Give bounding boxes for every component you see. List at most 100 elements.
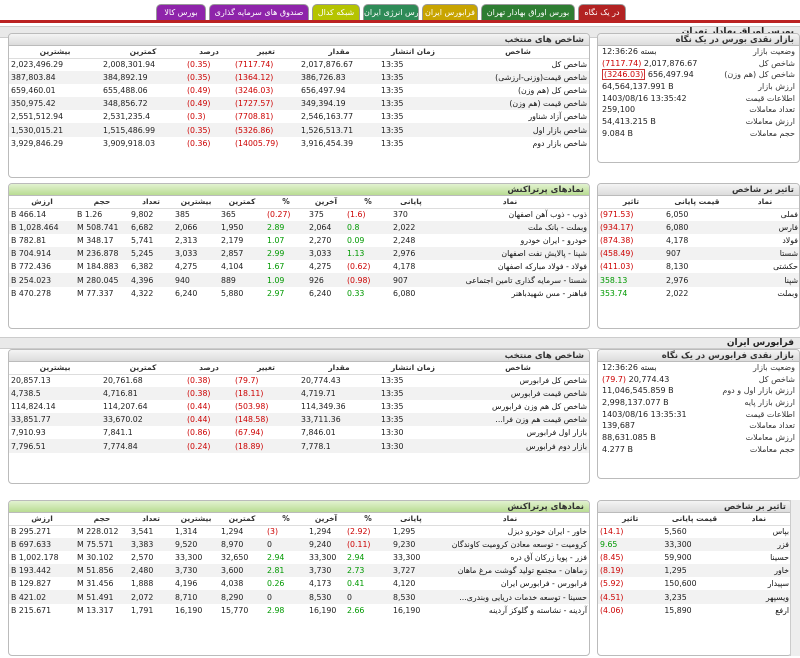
table-cell[interactable]: فباهنر - مس شهیدباهنر	[511, 288, 587, 298]
table-row[interactable]: حسینا - توسعه خدمات دریایی وبندری... 8,53…	[9, 590, 589, 604]
table-row[interactable]: بپاس 5,560 (14.1)	[598, 525, 791, 538]
table-cell[interactable]: فملی	[780, 210, 798, 220]
column-header[interactable]: آخرین	[307, 196, 345, 209]
column-header[interactable]: تاثیر	[598, 513, 663, 526]
column-header[interactable]: زمان انتشار	[379, 46, 447, 59]
column-header[interactable]: نماد	[730, 196, 799, 209]
column-header[interactable]: کمترین	[219, 513, 265, 526]
table-row[interactable]: شاخص قیمت هم وزن فرا... 13:35 33,711.36 (14…	[9, 413, 589, 427]
table-row[interactable]: بازار اول فرابورس 13:30 7,846.01 (67.94) (0.…	[9, 426, 589, 439]
column-header[interactable]: پایانی	[391, 196, 431, 209]
column-header[interactable]: حجم	[75, 513, 129, 526]
table-row[interactable]: حسینا 59,900 (8.45)	[598, 551, 791, 564]
table-cell[interactable]: شستا - سرمایه گذاری تامین اجتماعی	[431, 273, 589, 287]
table-cell[interactable]: آردينه - نشاسته و گلوكز آردينه	[488, 605, 587, 615]
table-cell[interactable]: شپنا - پالایش نفت اصفهان	[431, 247, 589, 261]
table-cell[interactable]: ویسپهر	[726, 590, 791, 604]
table-cell[interactable]: وبملت	[777, 288, 798, 298]
table-row[interactable]: شاخص قیمت فرابورس 13:35 4,719.71 (18.11) (0.…	[9, 387, 589, 401]
tab-3[interactable]: بورس انرژی ایران	[363, 4, 419, 20]
table-row[interactable]: فزر 33,300 9.65	[598, 538, 791, 552]
column-header[interactable]: تعداد	[129, 196, 173, 209]
column-header[interactable]: %	[265, 513, 307, 526]
column-header[interactable]: %	[265, 196, 307, 209]
column-header[interactable]: %	[345, 196, 391, 209]
table-row[interactable]: خاور - ایران خودرو دیزل 1,295 (2.92) 1,294 (…	[9, 525, 589, 538]
column-header[interactable]: نماد	[726, 513, 791, 526]
table-cell[interactable]: خاور - ایران خودرو دیزل	[507, 527, 587, 537]
table-cell[interactable]: ارفع	[775, 605, 789, 615]
tab-5[interactable]: صندوق های سرمایه گذاری	[209, 4, 309, 20]
table-cell[interactable]: فزر - پويا زركان آق دره	[510, 553, 587, 563]
column-header[interactable]: قیمت پایانی	[664, 196, 730, 209]
table-row[interactable]: شاخص کل 13:35 2,017,876.67 (7117.74) (0.35) 2…	[9, 58, 589, 71]
column-header[interactable]: پایانی	[391, 513, 431, 526]
table-row[interactable]: فزر - پويا زركان آق دره 33,300 2.94 33,300 2…	[9, 551, 589, 564]
column-header[interactable]: شاخص	[447, 362, 589, 375]
table-cell[interactable]: بازار اول فرابورس	[526, 428, 587, 438]
table-row[interactable]: شاخص کل (هم وزن) 13:35 656,497.94 (3246.03)…	[9, 84, 589, 97]
table-cell[interactable]: خاور	[726, 564, 791, 578]
table-row[interactable]: ارفع 15,890 (4.06)	[598, 604, 791, 617]
table-row[interactable]: فباهنر - مس شهیدباهنر 6,080 0.33 6,240 2.97 5…	[9, 287, 589, 300]
table-cell[interactable]: شاخص قیمت(وزنی-ارزشی)	[447, 71, 589, 85]
table-cell[interactable]: حکشتی	[773, 262, 798, 272]
tab-6[interactable]: بورس کالا	[156, 4, 206, 20]
table-row[interactable]: فولاد 4,178 (874.38)	[598, 234, 799, 247]
table-cell[interactable]: بپاس	[772, 527, 789, 537]
table-cell[interactable]: فارس	[730, 221, 799, 235]
table-row[interactable]: کروميت - توسعه معادن كروميت كاوندگان 9,23…	[9, 538, 589, 552]
column-header[interactable]: بیشترین	[9, 362, 101, 375]
table-cell[interactable]: سپیدار	[767, 579, 789, 589]
table-cell[interactable]: زماهان - مجتمع توليد گوشت مرغ ماهان	[431, 564, 589, 578]
table-row[interactable]: وبملت - بانک ملت 2,022 0.8 2,064 2.89 1,950 2,…	[9, 221, 589, 235]
column-header[interactable]: %	[345, 513, 391, 526]
table-row[interactable]: ذوب - ذوب آهن اصفهان 370 (1.6) 375 (0.27) 365…	[9, 208, 589, 221]
column-header[interactable]: بیشترین	[173, 513, 219, 526]
table-cell[interactable]: شاخص بازار اول	[447, 123, 589, 137]
column-header[interactable]: زمان انتشار	[379, 362, 447, 375]
table-cell[interactable]: خودرو - ایران خودرو	[520, 236, 587, 246]
column-header[interactable]: مقدار	[299, 362, 379, 375]
table-row[interactable]: بازار دوم فرابورس 13:30 7,778.1 (18.89) (0.2…	[9, 439, 589, 453]
column-header[interactable]: قیمت پایانی	[662, 513, 727, 526]
column-header[interactable]: ارزش	[9, 513, 75, 526]
table-cell[interactable]: شاخص قیمت هم وزن فرا...	[447, 413, 589, 427]
table-row[interactable]: زماهان - مجتمع توليد گوشت مرغ ماهان 3,727…	[9, 564, 589, 578]
column-header[interactable]: آخرین	[307, 513, 345, 526]
tab-2[interactable]: فرابورس ایران	[422, 4, 478, 20]
table-row[interactable]: شاخص کل فرابورس 13:35 20,774.43 (79.7) (0.38…	[9, 374, 589, 387]
table-row[interactable]: فرابورس - فرابورس ايران 4,120 0.41 4,173 0.2…	[9, 577, 589, 590]
table-row[interactable]: شاخص بازار اول 13:35 1,526,513.71 (5326.86)…	[9, 123, 589, 137]
table-cell[interactable]: شستا	[730, 247, 799, 261]
table-row[interactable]: شپنا 2,976 358.13	[598, 273, 799, 287]
column-header[interactable]: تاثیر	[598, 196, 664, 209]
column-header[interactable]: مقدار	[299, 46, 379, 59]
table-cell[interactable]: شاخص قیمت فرابورس	[447, 387, 589, 401]
table-cell[interactable]: ذوب - ذوب آهن اصفهان	[508, 210, 587, 220]
table-row[interactable]: شاخص قیمت (هم وزن) 13:35 349,394.19 (1727.5…	[9, 97, 589, 111]
table-cell[interactable]: حسینا - توسعه خدمات دریایی وبندری...	[431, 590, 589, 604]
table-cell[interactable]: شاخص کل فرابورس	[519, 376, 587, 386]
table-row[interactable]: ویسپهر 3,235 (4.51)	[598, 590, 791, 604]
table-cell[interactable]: شپنا	[730, 273, 799, 287]
table-cell[interactable]: فولاد - فولاد مبارکه اصفهان	[497, 262, 587, 272]
table-cell[interactable]: شاخص کل	[551, 60, 587, 70]
scrollbar[interactable]	[790, 500, 800, 656]
column-header[interactable]: تغییر	[233, 46, 299, 59]
table-row[interactable]: حکشتی 8,130 (411.03)	[598, 260, 799, 273]
table-cell[interactable]: فولاد	[782, 236, 798, 246]
table-row[interactable]: آردينه - نشاسته و گلوكز آردينه 16,190 2.66…	[9, 604, 589, 617]
tab-0[interactable]: در یک نگاه	[578, 4, 626, 20]
table-row[interactable]: شاخص کل هم وزن فرابورس 13:35 114,349.36 (50…	[9, 400, 589, 413]
column-header[interactable]: بیشترین	[173, 196, 219, 209]
table-cell[interactable]: شاخص کل هم وزن فرابورس	[491, 402, 587, 412]
column-header[interactable]: تغییر	[233, 362, 299, 375]
column-header[interactable]: ارزش	[9, 196, 75, 209]
column-header[interactable]: درصد	[185, 362, 233, 375]
table-row[interactable]: شستا - سرمایه گذاری تامین اجتماعی 907 (0.9…	[9, 273, 589, 287]
table-cell[interactable]: شاخص بازار دوم	[532, 138, 587, 148]
tab-1[interactable]: بورس اوراق بهادار تهران	[481, 4, 575, 20]
table-cell[interactable]: حسینا	[770, 553, 789, 563]
table-cell[interactable]: بازار دوم فرابورس	[447, 439, 589, 453]
